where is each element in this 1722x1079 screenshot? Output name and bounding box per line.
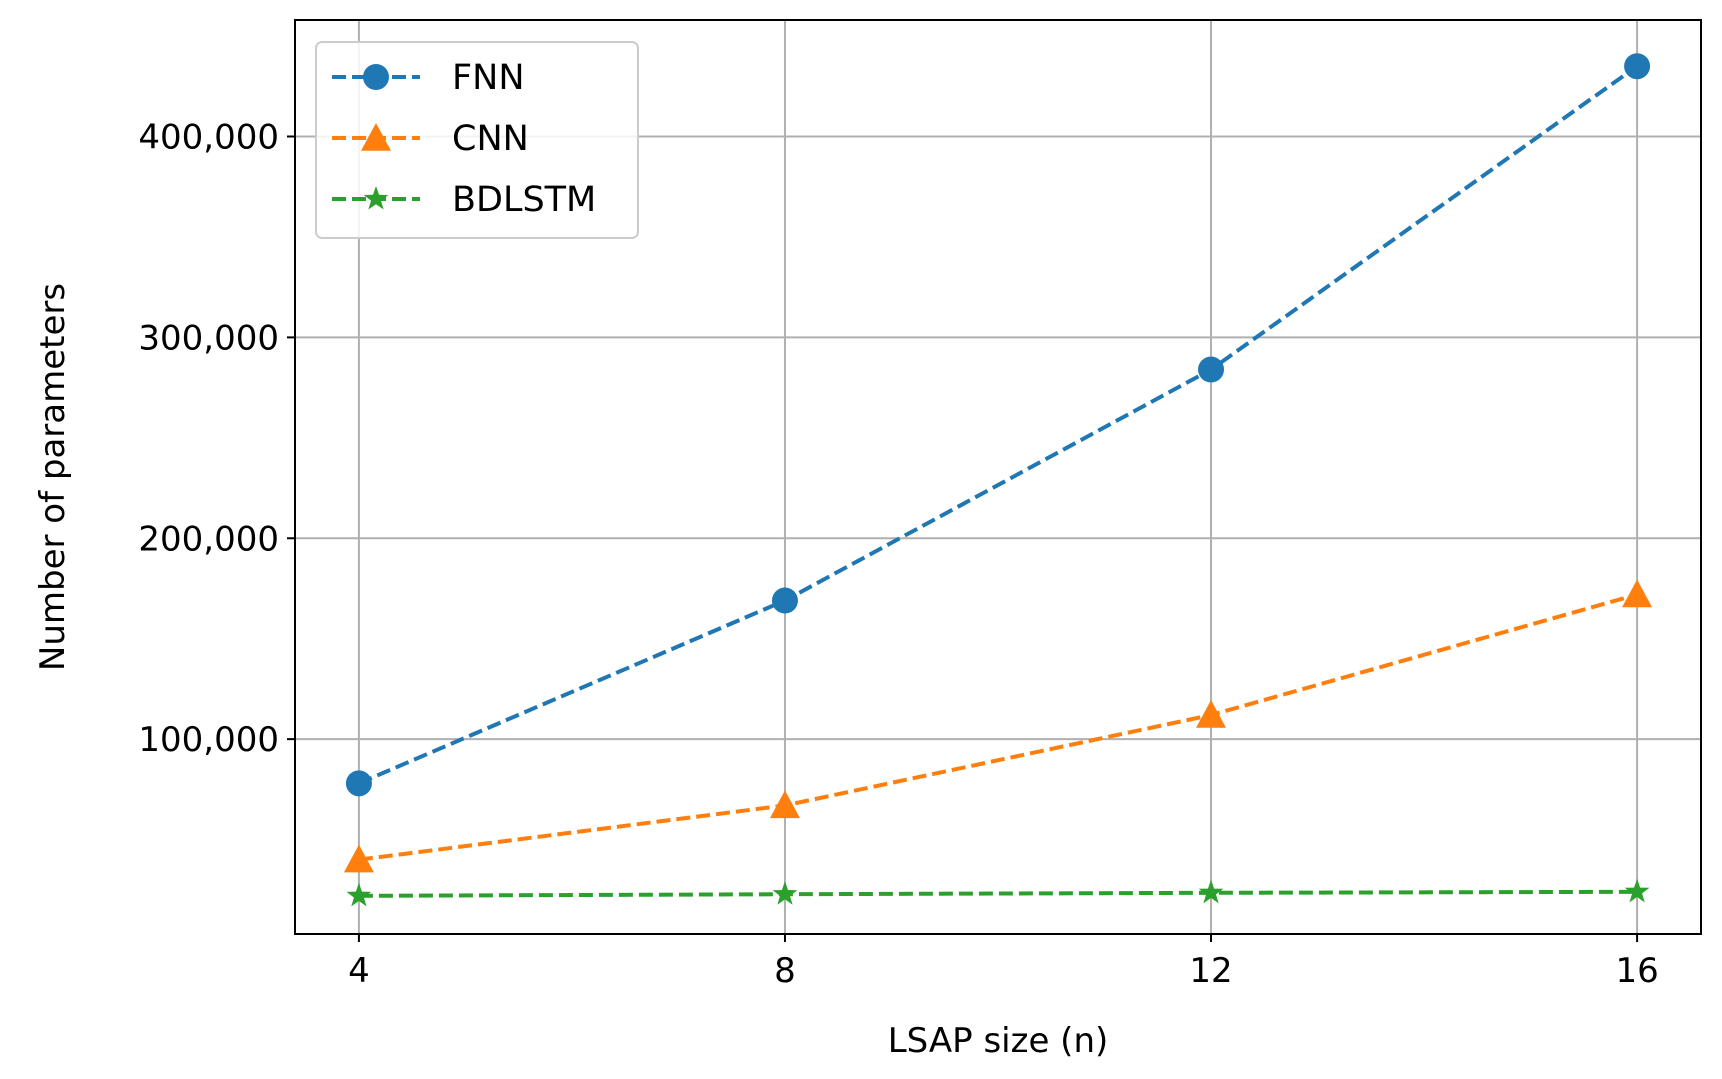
- series-cnn: [343, 579, 1653, 873]
- axis-ticks: 4 8 12 16 100,000 200,000 300,000 400,000: [138, 118, 1658, 991]
- plot-frame: [294, 19, 1702, 935]
- data-point-circle: [771, 587, 798, 614]
- legend-label: CNN: [452, 119, 529, 159]
- grid-lines: [295, 20, 1701, 934]
- x-axis-label: LSAP size (n): [888, 1021, 1109, 1061]
- data-point-circle: [1198, 356, 1225, 383]
- series-line: [358, 889, 1638, 898]
- x-tick-label: 8: [774, 951, 796, 991]
- data-point-star: [1624, 878, 1650, 903]
- y-tick-label: 200,000: [138, 519, 279, 559]
- x-tick-label: 4: [348, 951, 370, 991]
- data-point-star: [1198, 879, 1224, 904]
- data-point-triangle: [361, 123, 391, 151]
- data-point-star: [363, 186, 389, 210]
- series-line: [358, 592, 1638, 862]
- data-point-star: [772, 881, 798, 905]
- data-point-circle: [1624, 53, 1651, 80]
- y-tick-label: 400,000: [138, 118, 279, 158]
- legend-label: BDLSTM: [452, 180, 596, 220]
- legend-entry-fnn: FNN: [332, 58, 525, 98]
- data-point-triangle: [343, 844, 374, 873]
- data-point-triangle: [1622, 579, 1653, 608]
- series-bdlstm: [346, 878, 1650, 907]
- data-point-circle: [363, 64, 389, 90]
- legend-entry-bdlstm: BDLSTM: [332, 180, 596, 220]
- legend-box: [315, 41, 639, 239]
- legend: FNN CNN BDLSTM: [315, 41, 639, 239]
- legend-entry-cnn: CNN: [332, 119, 529, 159]
- data-point-star: [346, 882, 372, 907]
- y-axis-label: Number of parameters: [33, 283, 73, 671]
- series-fnn: [345, 53, 1651, 797]
- series-line: [358, 64, 1639, 786]
- y-tick-label: 300,000: [138, 318, 279, 358]
- x-tick-label: 16: [1615, 951, 1658, 991]
- y-tick-label: 100,000: [138, 720, 279, 760]
- data-point-triangle: [769, 790, 800, 819]
- x-tick-label: 12: [1189, 951, 1232, 991]
- data-point-circle: [345, 770, 372, 797]
- data-point-triangle: [1196, 700, 1227, 728]
- legend-label: FNN: [452, 58, 525, 98]
- plot-series: [343, 53, 1653, 907]
